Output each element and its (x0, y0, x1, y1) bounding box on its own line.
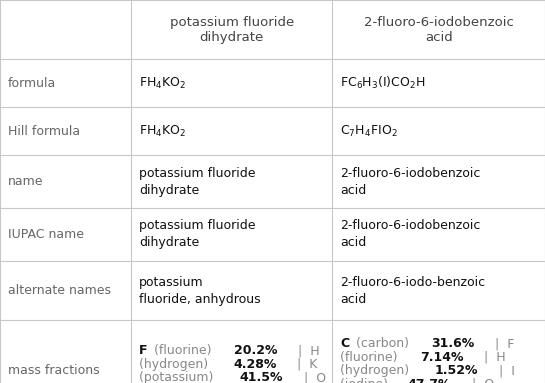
Text: (carbon): (carbon) (352, 337, 413, 350)
Text: |  O: | O (464, 378, 494, 383)
Text: Hill formula: Hill formula (8, 125, 80, 137)
Text: |  I: | I (491, 365, 515, 377)
Text: 1.52%: 1.52% (435, 365, 479, 377)
Text: 41.5%: 41.5% (240, 371, 283, 383)
Text: F: F (139, 344, 147, 357)
Text: |  O: | O (296, 371, 326, 383)
Text: IUPAC name: IUPAC name (8, 228, 84, 241)
Text: (hydrogen): (hydrogen) (139, 358, 212, 371)
Text: (fluorine): (fluorine) (150, 344, 215, 357)
Text: FH$_4$KO$_2$: FH$_4$KO$_2$ (139, 124, 186, 139)
Text: |  F: | F (487, 337, 514, 350)
Text: 7.14%: 7.14% (420, 351, 463, 364)
Text: alternate names: alternate names (8, 284, 111, 297)
Text: 47.7%: 47.7% (408, 378, 451, 383)
Text: |  K: | K (289, 358, 318, 371)
Text: 4.28%: 4.28% (233, 358, 276, 371)
Text: (hydrogen): (hydrogen) (341, 365, 414, 377)
Text: 20.2%: 20.2% (234, 344, 278, 357)
Text: (iodine): (iodine) (341, 378, 392, 383)
Text: formula: formula (8, 77, 56, 90)
Text: potassium fluoride
dihydrate: potassium fluoride dihydrate (139, 219, 255, 249)
Text: C$_7$H$_4$FIO$_2$: C$_7$H$_4$FIO$_2$ (341, 124, 398, 139)
Text: potassium
fluoride, anhydrous: potassium fluoride, anhydrous (139, 275, 261, 306)
Text: 31.6%: 31.6% (431, 337, 474, 350)
Text: (fluorine): (fluorine) (341, 351, 402, 364)
Text: |  H: | H (290, 344, 320, 357)
Text: FC$_6$H$_3$(I)CO$_2$H: FC$_6$H$_3$(I)CO$_2$H (341, 75, 426, 92)
Text: potassium fluoride
dihydrate: potassium fluoride dihydrate (169, 16, 294, 44)
Text: name: name (8, 175, 44, 188)
Text: C: C (341, 337, 349, 350)
Text: FH$_4$KO$_2$: FH$_4$KO$_2$ (139, 76, 186, 91)
Text: 2-fluoro-6-iodobenzoic
acid: 2-fluoro-6-iodobenzoic acid (364, 16, 514, 44)
Text: 2-fluoro-6-iodo-benzoic
acid: 2-fluoro-6-iodo-benzoic acid (341, 275, 486, 306)
Text: |  H: | H (476, 351, 506, 364)
Text: 2-fluoro-6-iodobenzoic
acid: 2-fluoro-6-iodobenzoic acid (341, 167, 481, 196)
Text: 2-fluoro-6-iodobenzoic
acid: 2-fluoro-6-iodobenzoic acid (341, 219, 481, 249)
Text: mass fractions: mass fractions (8, 365, 100, 377)
Text: potassium fluoride
dihydrate: potassium fluoride dihydrate (139, 167, 255, 196)
Text: (potassium): (potassium) (139, 371, 217, 383)
